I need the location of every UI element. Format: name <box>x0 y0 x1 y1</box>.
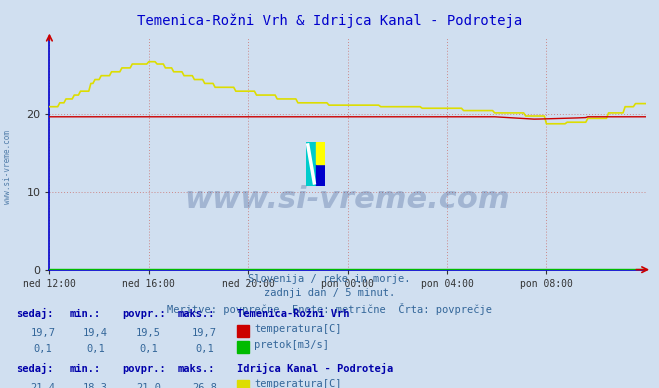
Text: 19,7: 19,7 <box>30 328 55 338</box>
Text: pretok[m3/s]: pretok[m3/s] <box>254 340 330 350</box>
Text: 0,1: 0,1 <box>86 344 105 354</box>
Text: 19,5: 19,5 <box>136 328 161 338</box>
Text: min.:: min.: <box>69 364 100 374</box>
Text: Meritve: povprečne  Enote: metrične  Črta: povprečje: Meritve: povprečne Enote: metrične Črta:… <box>167 303 492 315</box>
Text: 0,1: 0,1 <box>195 344 214 354</box>
Text: povpr.:: povpr.: <box>122 364 165 374</box>
Text: sedaj:: sedaj: <box>16 308 54 319</box>
Text: min.:: min.: <box>69 309 100 319</box>
Text: 21,4: 21,4 <box>30 383 55 388</box>
Text: 18,3: 18,3 <box>83 383 108 388</box>
Text: Slovenija / reke in morje.: Slovenija / reke in morje. <box>248 274 411 284</box>
Text: zadnji dan / 5 minut.: zadnji dan / 5 minut. <box>264 288 395 298</box>
Text: 21,0: 21,0 <box>136 383 161 388</box>
Polygon shape <box>306 142 316 186</box>
Text: Temenica-Rožni Vrh: Temenica-Rožni Vrh <box>237 309 350 319</box>
Text: www.si-vreme.com: www.si-vreme.com <box>185 185 511 214</box>
Text: www.si-vreme.com: www.si-vreme.com <box>3 130 13 204</box>
Text: 0,1: 0,1 <box>34 344 52 354</box>
Text: sedaj:: sedaj: <box>16 364 54 374</box>
Text: Temenica-Rožni Vrh & Idrijca Kanal - Podroteja: Temenica-Rožni Vrh & Idrijca Kanal - Pod… <box>137 14 522 28</box>
Text: temperatura[C]: temperatura[C] <box>254 379 342 388</box>
Polygon shape <box>316 164 325 186</box>
Text: 19,4: 19,4 <box>83 328 108 338</box>
Text: 19,7: 19,7 <box>192 328 217 338</box>
Text: Idrijca Kanal - Podroteja: Idrijca Kanal - Podroteja <box>237 364 393 374</box>
Text: maks.:: maks.: <box>178 364 215 374</box>
Text: 26,8: 26,8 <box>192 383 217 388</box>
Text: 0,1: 0,1 <box>139 344 158 354</box>
Polygon shape <box>316 142 325 164</box>
Text: maks.:: maks.: <box>178 309 215 319</box>
Text: povpr.:: povpr.: <box>122 309 165 319</box>
Text: temperatura[C]: temperatura[C] <box>254 324 342 334</box>
